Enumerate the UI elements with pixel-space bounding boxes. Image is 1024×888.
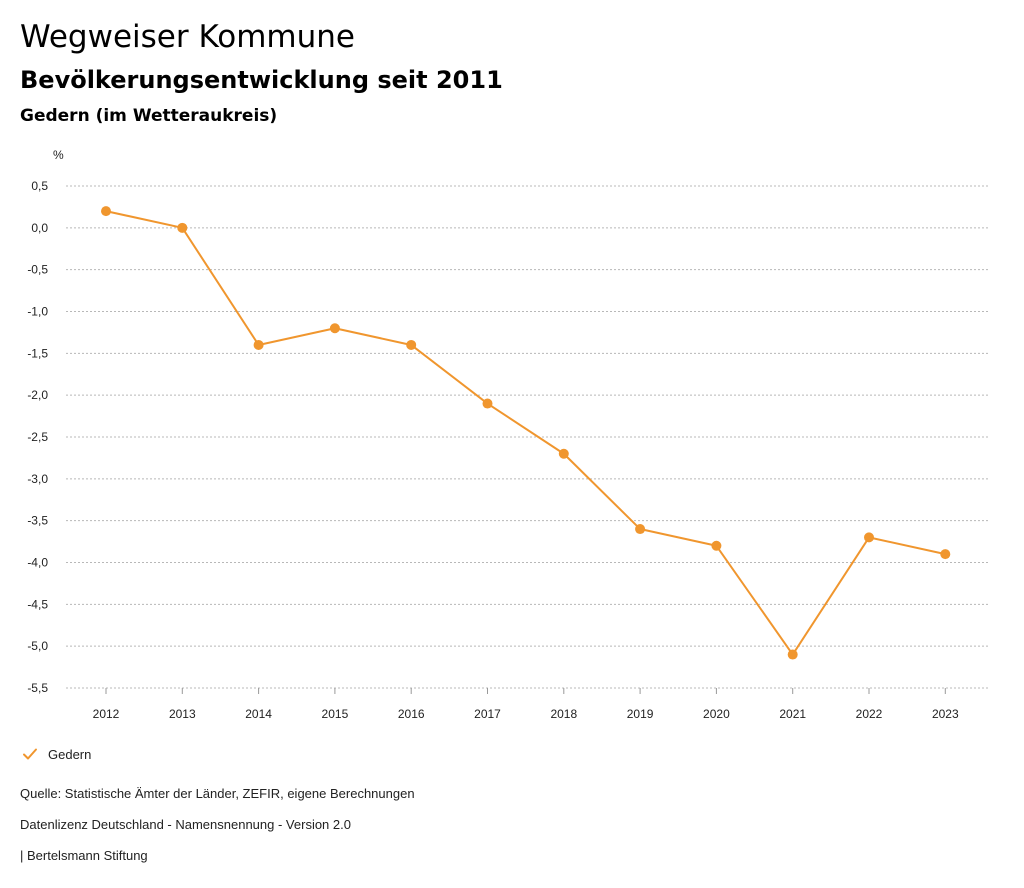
data-point[interactable] [864,532,874,543]
y-tick-label: -1,0 [27,305,48,319]
y-tick-label: 0,5 [31,179,48,193]
check-icon [22,746,38,762]
line-chart: % 0,5 0,0 -0,5 -1,0 -1,5 -2,0 -2,5 -3,0 -3,5 -4,0 -… [27,148,990,721]
data-point[interactable] [101,206,111,217]
data-point[interactable] [711,540,722,551]
y-tick-label: -4,5 [27,597,48,611]
data-point[interactable] [253,339,264,350]
x-tick-label: 2020 [703,707,730,721]
y-tick-label: -5,0 [27,639,48,653]
chart-subtitle: Bevölkerungsentwicklung seit 2011 [20,66,503,94]
page-title: Wegweiser Kommune [20,19,355,55]
legend-item-gedern[interactable]: Gedern [22,744,91,764]
y-tick-label: -2,0 [27,388,48,402]
source-note: Quelle: Statistische Ämter der Länder, Z… [20,786,415,801]
grid [66,185,990,689]
data-point[interactable] [177,222,188,233]
data-point[interactable] [329,323,340,334]
series-gedern[interactable] [101,206,951,660]
x-tick-label: 2014 [245,707,272,721]
data-point[interactable] [635,524,646,535]
y-tick-label: -2,5 [27,430,48,444]
x-tick-label: 2013 [169,707,196,721]
x-tick-label: 2019 [627,707,654,721]
y-tick-label: -0,5 [27,263,48,277]
data-point[interactable] [482,398,493,409]
y-unit-label: % [53,148,64,162]
data-point[interactable] [558,448,569,459]
data-point[interactable] [406,339,417,350]
y-tick-label: -3,0 [27,472,48,486]
y-tick-label: 0,0 [31,221,48,235]
publisher-note: | Bertelsmann Stiftung [20,848,148,863]
data-point[interactable] [940,549,951,560]
x-tick-label: 2016 [398,707,425,721]
y-tick-label: -5,5 [27,681,48,695]
x-tick-label: 2017 [474,707,501,721]
x-tick-label: 2021 [779,707,806,721]
x-tick-label: 2022 [856,707,883,721]
data-point[interactable] [787,649,798,660]
legend-label: Gedern [48,746,92,762]
y-axis: % 0,5 0,0 -0,5 -1,0 -1,5 -2,0 -2,5 -3,0 -3,5 -4,0 -… [27,148,64,695]
x-tick-label: 2012 [93,707,120,721]
x-tick-label: 2015 [322,707,349,721]
y-tick-label: -1,5 [27,346,48,360]
region-label: Gedern (im Wetteraukreis) [20,106,278,126]
y-tick-label: -4,0 [27,556,48,570]
series-line[interactable] [105,210,947,656]
license-note: Datenlizenz Deutschland - Namensnennung … [20,817,351,832]
x-axis: 2012 2013 2014 2015 2016 2017 2018 2019 2020 2021… [93,688,959,721]
x-tick-label: 2023 [932,707,959,721]
x-tick-label: 2018 [550,707,577,721]
y-tick-label: -3,5 [27,514,48,528]
